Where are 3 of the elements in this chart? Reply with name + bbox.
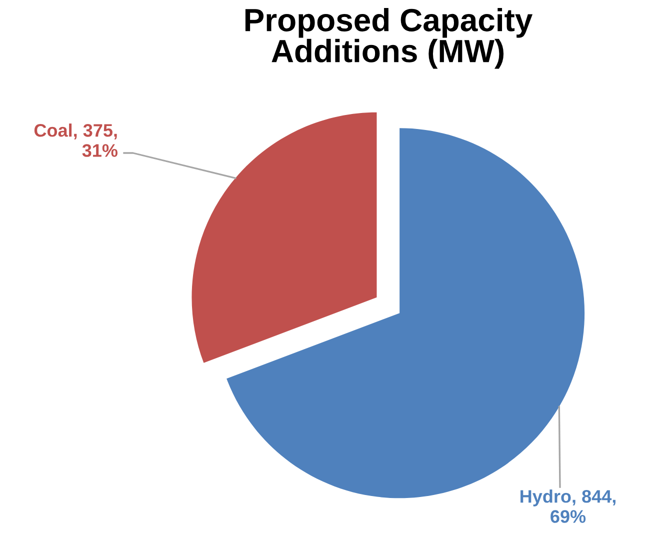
slice-label: Coal, 375, 31%	[34, 124, 118, 157]
chart-title: Proposed Capacity Additions (MW)	[245, 8, 533, 69]
slice-label: Hydro, 844, 69%	[520, 490, 616, 523]
